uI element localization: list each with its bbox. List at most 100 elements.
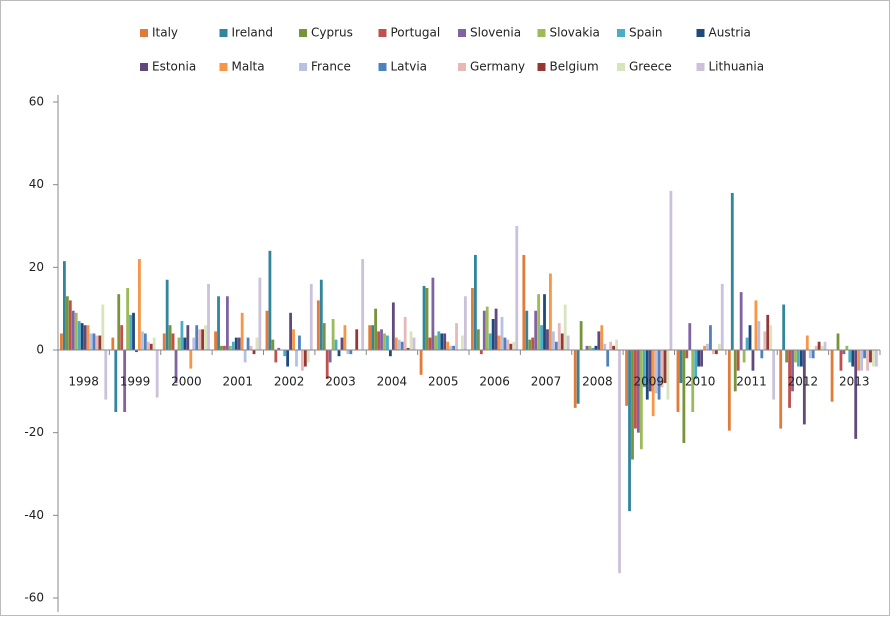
bar [594, 345, 598, 350]
bar [443, 333, 447, 350]
bar [204, 325, 207, 350]
bar [298, 335, 301, 350]
bar [346, 350, 350, 355]
legend-label: Germany [470, 60, 525, 74]
bar [528, 339, 532, 350]
bar [709, 325, 712, 350]
bar [243, 350, 247, 363]
bar [808, 350, 812, 359]
bar [177, 337, 181, 350]
bar [397, 339, 401, 350]
bar [225, 296, 229, 350]
bar [92, 333, 96, 350]
bar [651, 350, 655, 417]
bar [171, 333, 175, 350]
bar [403, 316, 407, 350]
bar [183, 337, 187, 350]
bar [452, 345, 455, 350]
x-tick-label: 1999 [120, 375, 151, 389]
bar [845, 345, 849, 350]
bar [289, 312, 292, 350]
legend-swatch [617, 63, 625, 71]
bar [174, 350, 178, 384]
bar [506, 339, 510, 350]
bar [334, 339, 338, 350]
bar [597, 331, 601, 350]
bar [476, 329, 480, 350]
bar [374, 308, 378, 350]
bar [779, 350, 783, 429]
bar [717, 343, 721, 350]
bar [140, 331, 144, 350]
bar [706, 343, 709, 350]
bar [509, 343, 513, 350]
bar [512, 341, 516, 350]
bar [180, 321, 184, 350]
bar [754, 300, 758, 350]
bar [195, 325, 199, 350]
bar [863, 350, 866, 359]
bar [355, 329, 359, 350]
bar [694, 350, 698, 379]
y-tick-label: -60 [24, 591, 44, 605]
x-tick-label: 2001 [223, 375, 254, 389]
bar [132, 312, 135, 350]
bar [455, 323, 458, 350]
bar [368, 325, 372, 350]
y-tick-label: 20 [29, 260, 44, 274]
y-tick-label: -20 [24, 425, 44, 439]
bar [591, 347, 595, 350]
bar [497, 335, 501, 350]
bar [143, 333, 147, 350]
bar [168, 325, 172, 350]
bar [566, 335, 570, 350]
bar [120, 325, 124, 350]
bar [322, 323, 326, 350]
bar [192, 337, 196, 350]
bar [848, 350, 852, 363]
bar [98, 335, 102, 350]
bar [817, 341, 821, 350]
bar [573, 350, 577, 408]
bar [727, 350, 731, 431]
bar [872, 350, 875, 367]
bar [579, 321, 583, 350]
bar [663, 350, 667, 384]
bar [866, 350, 869, 371]
bar [220, 345, 223, 350]
bar [615, 339, 618, 350]
bar [126, 288, 130, 350]
legend-label: Italy [152, 26, 178, 40]
bar [830, 350, 834, 402]
bar [625, 350, 628, 406]
bar [766, 314, 770, 350]
bar [612, 345, 616, 350]
bar [71, 310, 75, 350]
legend-swatch [537, 29, 546, 37]
bar [515, 226, 519, 350]
legend-swatch [140, 63, 148, 71]
bar [186, 325, 190, 350]
bar [301, 350, 304, 371]
bar [86, 325, 90, 350]
bar [494, 308, 498, 350]
bar [836, 333, 840, 350]
legend-swatch [219, 63, 228, 71]
legend-swatch [458, 63, 466, 71]
bar [543, 294, 546, 350]
bar [463, 296, 467, 350]
bar [114, 350, 118, 412]
bar [391, 302, 395, 350]
bar [228, 345, 232, 350]
bar [80, 323, 84, 350]
bar [316, 300, 320, 350]
bar [325, 350, 329, 379]
bar [138, 259, 141, 350]
x-tick-label: 2010 [685, 375, 716, 389]
bar [802, 350, 806, 425]
bar [551, 331, 555, 350]
bar [349, 350, 353, 355]
bar [648, 350, 652, 392]
bar [271, 339, 275, 350]
legend-swatch [378, 29, 387, 37]
